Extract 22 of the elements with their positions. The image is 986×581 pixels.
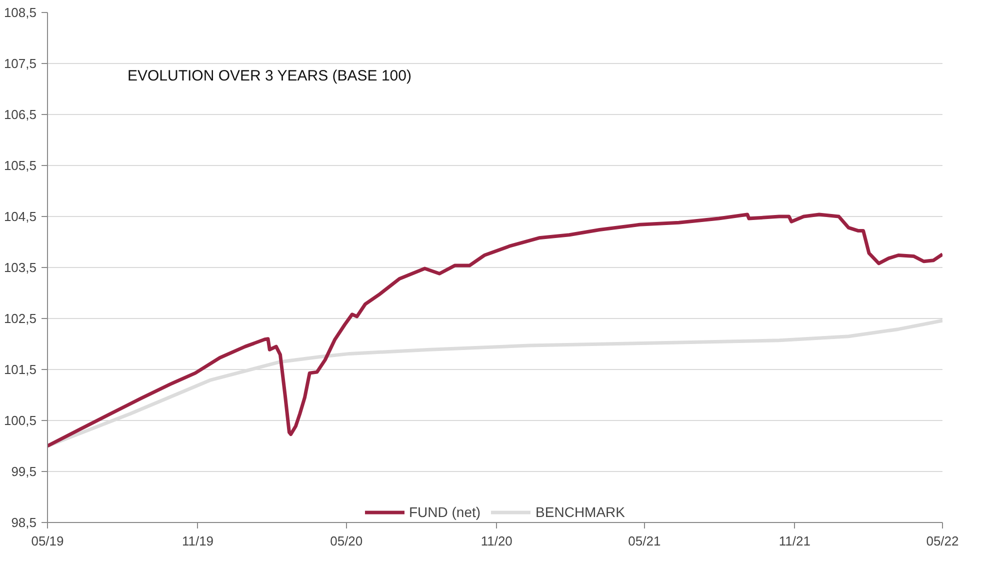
x-tick-label: 11/21 <box>778 534 810 548</box>
x-tick-label: 05/20 <box>330 534 363 548</box>
y-tick-label: 99,5 <box>11 464 37 479</box>
y-tick-label: 100,5 <box>4 413 37 428</box>
legend-label: BENCHMARK <box>536 504 626 520</box>
x-tick-label: 05/19 <box>31 534 64 548</box>
y-tick-label: 103,5 <box>4 260 37 275</box>
y-tick-label: 106,5 <box>4 107 37 122</box>
x-tick-label: 05/21 <box>628 534 661 548</box>
x-tick-label: 05/22 <box>926 534 959 548</box>
line-series <box>48 212 942 448</box>
x-tick-label: 11/20 <box>480 534 512 548</box>
y-tick-label: 104,5 <box>4 209 37 224</box>
y-tick-label: 98,5 <box>11 515 37 530</box>
text: EVOLUTION OVER 3 YEARS (BASE 100) <box>128 68 412 84</box>
y-tick-label: 101,5 <box>4 362 37 377</box>
x-tick-label: 11/19 <box>182 534 214 548</box>
y-tick-label: 102,5 <box>4 311 37 326</box>
legend-label: FUND (net) <box>408 504 481 520</box>
y-tick-label: 108,5 <box>4 5 37 20</box>
y-tick-label: 107,5 <box>4 56 37 71</box>
y-tick-label: 105,5 <box>4 158 37 173</box>
